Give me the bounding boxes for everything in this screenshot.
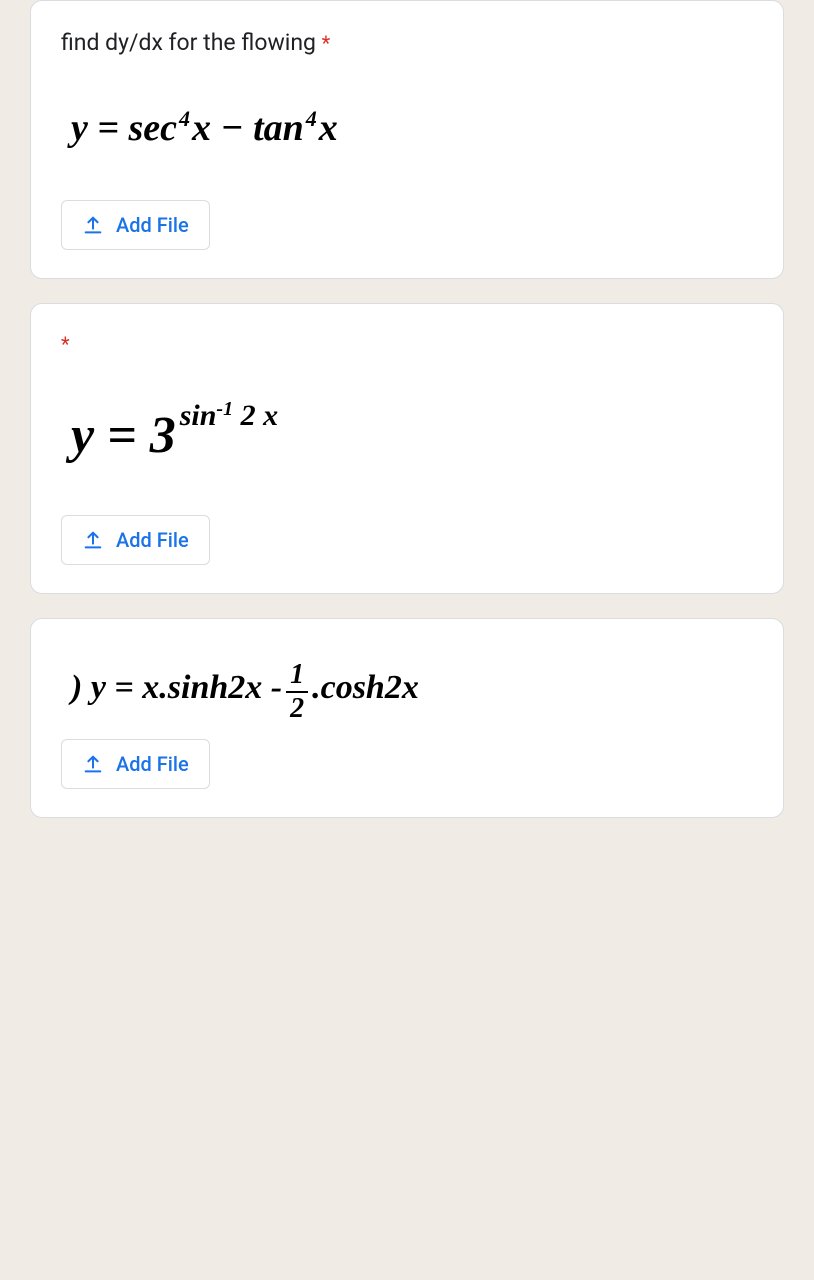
eq-part: 2 x — [233, 399, 278, 432]
equation: y = sec 4 x − tan 4 x — [61, 96, 753, 200]
add-file-label: Add File — [116, 213, 189, 237]
add-file-button[interactable]: Add File — [61, 739, 210, 789]
question-title: find dy/dx for the flowing * — [61, 29, 753, 56]
eq-part: x − tan — [192, 106, 304, 150]
eq-part: sin — [180, 399, 217, 432]
question-text: find dy/dx for the flowing — [61, 29, 322, 56]
upload-icon — [82, 214, 104, 236]
eq-part: y = 3 — [71, 406, 176, 465]
required-mark: * — [61, 332, 753, 356]
question-card: find dy/dx for the flowing * y = sec 4 x… — [30, 0, 784, 279]
equation-expression: ) y = x.sinh2x - 1 2 .cosh2x — [71, 657, 753, 719]
required-mark: * — [322, 31, 331, 55]
eq-part: ) y = x.sinh2x - — [71, 669, 282, 707]
add-file-label: Add File — [116, 528, 189, 552]
eq-superscript: 4 — [179, 106, 190, 132]
add-file-button[interactable]: Add File — [61, 515, 210, 565]
eq-part: y = sec — [71, 106, 177, 150]
eq-denominator: 2 — [290, 693, 304, 723]
eq-superscript: 4 — [306, 106, 317, 132]
eq-exponent: sin-1 2 x — [180, 399, 278, 433]
eq-superscript: -1 — [216, 398, 233, 420]
question-card: * y = 3 sin-1 2 x Add File — [30, 303, 784, 594]
eq-part: .cosh2x — [312, 669, 419, 707]
equation: ) y = x.sinh2x - 1 2 .cosh2x — [61, 647, 753, 739]
add-file-button[interactable]: Add File — [61, 200, 210, 250]
eq-fraction: 1 2 — [286, 661, 308, 723]
equation: y = 3 sin-1 2 x — [61, 396, 753, 515]
question-card: ) y = x.sinh2x - 1 2 .cosh2x Add File — [30, 618, 784, 818]
eq-part: x — [319, 106, 338, 150]
equation-expression: y = sec 4 x − tan 4 x — [71, 106, 753, 150]
upload-icon — [82, 529, 104, 551]
eq-numerator: 1 — [286, 661, 308, 693]
equation-expression: y = 3 sin-1 2 x — [71, 406, 753, 465]
add-file-label: Add File — [116, 752, 189, 776]
upload-icon — [82, 753, 104, 775]
